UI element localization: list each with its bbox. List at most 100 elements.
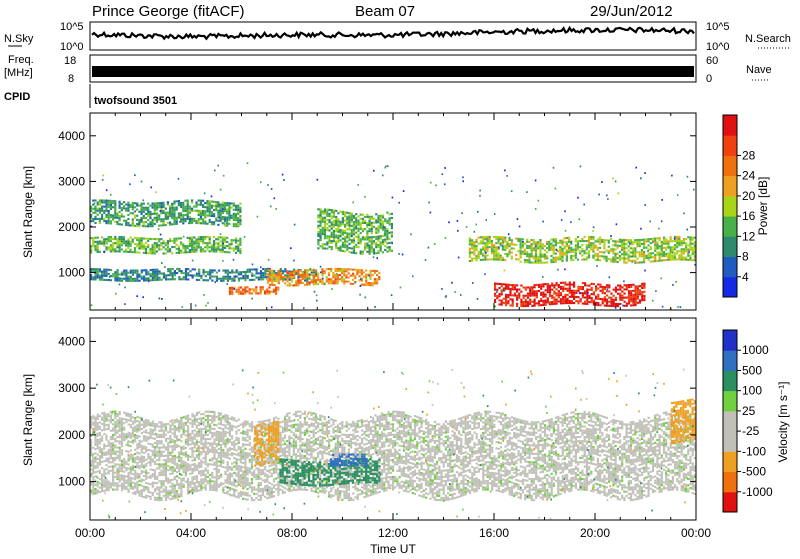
power-echo-cell xyxy=(277,289,279,291)
power-echo-cell xyxy=(643,295,645,297)
power-echo-cell xyxy=(222,280,224,282)
power-echo-cell xyxy=(187,202,189,204)
power-echo-cell xyxy=(628,303,630,305)
power-echo-cell xyxy=(169,240,171,242)
power-echo-cell xyxy=(509,298,511,300)
power-echo-cell xyxy=(661,243,663,245)
power-echo-cell xyxy=(353,217,355,219)
power-echo-cell xyxy=(366,226,368,228)
velocity-echo-cell xyxy=(183,427,185,429)
power-echo-cell xyxy=(324,243,326,245)
power-echo-cell xyxy=(382,243,384,245)
velocity-echo-cell xyxy=(94,444,96,446)
power-echo-cell xyxy=(121,236,123,238)
power-echo-cell xyxy=(165,278,167,280)
power-echo-cell xyxy=(509,237,511,239)
power-echo-cell xyxy=(97,245,99,247)
power-echo-cell xyxy=(380,221,382,223)
power-echo-cell xyxy=(191,210,193,212)
power-echo-cell xyxy=(628,258,630,260)
power-echo-cell xyxy=(340,221,342,223)
power-echo-cell xyxy=(200,216,202,218)
power-echo-cell xyxy=(641,243,643,245)
power-echo-cell xyxy=(167,212,169,214)
power-echo-cell xyxy=(187,278,189,280)
velocity-echo-cell xyxy=(178,424,180,426)
power-echo-cell xyxy=(505,300,507,302)
power-echo-cell xyxy=(536,302,538,304)
power-echo-cell xyxy=(171,205,173,207)
power-echo-sporadic xyxy=(477,298,479,300)
velocity-echo-cell xyxy=(178,487,180,489)
power-echo-cell xyxy=(200,275,202,277)
power-echo-cell xyxy=(670,240,672,242)
velocity-echo-cell xyxy=(116,457,118,459)
power-echo-cell xyxy=(136,251,138,253)
power-echo-cell xyxy=(667,242,669,244)
power-echo-cell xyxy=(195,251,197,253)
power-echo-cell xyxy=(213,205,215,207)
power-echo-cell xyxy=(628,241,630,243)
velocity-echo-cell xyxy=(101,436,103,438)
velocity-echo-cell xyxy=(143,446,145,448)
power-echo-cell xyxy=(524,251,526,253)
power-echo-cell xyxy=(486,250,488,252)
power-echo-sporadic xyxy=(352,202,354,204)
velocity-echo-cell xyxy=(178,428,180,430)
power-echo-cell xyxy=(495,252,497,254)
power-echo-cell xyxy=(628,286,630,288)
power-echo-cell xyxy=(614,261,616,263)
power-echo-cell xyxy=(540,304,542,306)
velocity-echo-cell xyxy=(180,436,182,438)
power-echo-cell xyxy=(568,241,570,243)
power-echo-cell xyxy=(317,227,319,229)
power-echo-cell xyxy=(335,245,337,247)
power-echo-cell xyxy=(516,295,518,297)
power-echo-cell xyxy=(391,227,393,229)
power-echo-cell xyxy=(217,201,219,203)
velocity-echo-cell xyxy=(125,421,127,423)
power-echo-cell xyxy=(546,251,548,253)
power-echo-cell xyxy=(471,239,473,241)
power-echo-cell xyxy=(692,251,694,253)
power-echo-cell xyxy=(114,221,116,223)
power-echo-sporadic xyxy=(444,183,446,185)
velocity-echo-cell xyxy=(194,436,196,438)
velocity-echo-cell xyxy=(187,419,189,421)
power-echo-cell xyxy=(335,280,337,282)
power-echo-cell xyxy=(586,297,588,299)
velocity-echo-cell xyxy=(150,477,152,479)
power-echo-cell xyxy=(231,269,233,271)
velocity-echo-cell xyxy=(180,482,182,484)
power-echo-cell xyxy=(326,237,328,239)
power-echo-cell xyxy=(211,244,213,246)
power-echo-cell xyxy=(110,246,112,248)
power-echo-sporadic xyxy=(570,241,572,243)
power-echo-cell xyxy=(553,251,555,253)
power-echo-cell xyxy=(582,288,584,290)
power-echo-cell xyxy=(136,280,138,282)
velocity-echo-cell xyxy=(128,423,130,425)
power-echo-cell xyxy=(158,238,160,240)
power-echo-cell xyxy=(528,245,530,247)
power-echo-cell xyxy=(661,249,663,251)
power-echo-cell xyxy=(389,217,391,219)
power-echo-cell xyxy=(110,206,112,208)
power-echo-cell xyxy=(580,286,582,288)
velocity-echo-cell xyxy=(169,460,171,462)
power-echo-cell xyxy=(182,202,184,204)
power-echo-cell xyxy=(568,245,570,247)
power-echo-cell xyxy=(335,268,337,270)
power-echo-cell xyxy=(282,270,284,272)
velocity-echo-cell xyxy=(161,491,163,493)
power-echo-cell xyxy=(229,276,231,278)
velocity-echo-cell xyxy=(94,417,96,419)
velocity-echo-cell xyxy=(169,454,171,456)
power-echo-sporadic xyxy=(649,221,651,223)
power-echo-cell xyxy=(389,219,391,221)
power-echo-cell xyxy=(233,209,235,211)
velocity-echo-cell xyxy=(119,424,121,426)
power-echo-cell xyxy=(389,242,391,244)
power-echo-cell xyxy=(689,257,691,259)
power-echo-cell xyxy=(180,212,182,214)
